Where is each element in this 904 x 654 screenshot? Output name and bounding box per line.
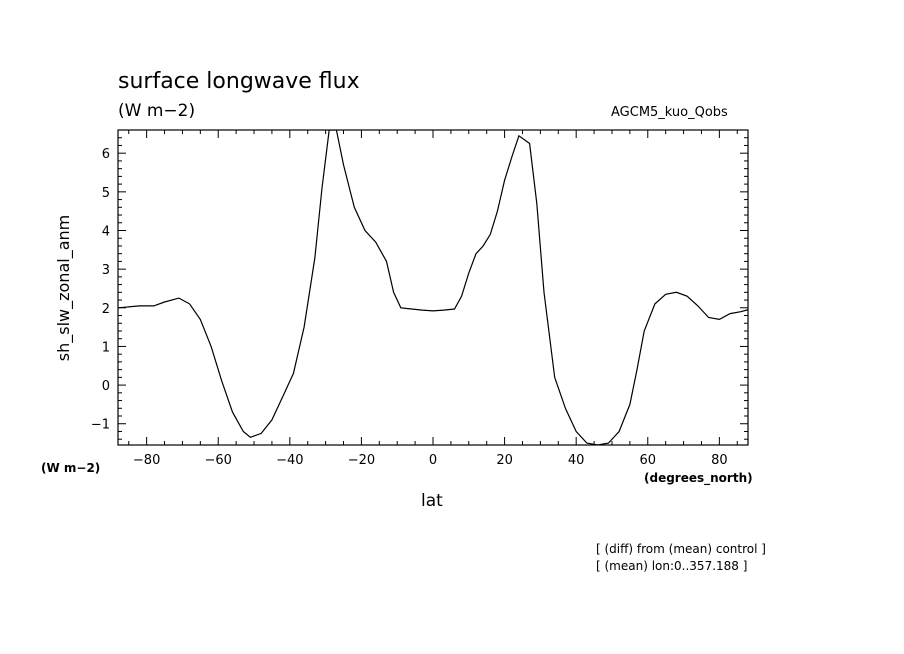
- y-tick-label: 5: [102, 186, 110, 201]
- y-tick-label: −1: [91, 418, 110, 433]
- x-axis-label: lat: [421, 491, 443, 511]
- x-tick-label: 80: [711, 453, 728, 468]
- x-tick-label: 20: [496, 453, 513, 468]
- series-line: [118, 130, 748, 445]
- chart-title: surface longwave flux: [118, 69, 360, 94]
- x-axis-units: (degrees_north): [644, 471, 753, 485]
- y-tick-label: 0: [102, 379, 110, 394]
- y-tick-label: 4: [102, 224, 110, 239]
- plot-frame: [117, 129, 749, 446]
- note-mean-lon: [ (mean) lon:0..357.188 ]: [596, 559, 748, 573]
- y-tick-label: 3: [102, 263, 110, 278]
- model-label: AGCM5_kuo_Qobs: [611, 105, 728, 120]
- y-tick-label: 1: [102, 340, 110, 355]
- y-tick-label: 6: [102, 147, 110, 162]
- y-tick-label: 2: [102, 302, 110, 317]
- x-tick-label: −80: [133, 453, 160, 468]
- y-axis-units: (W m−2): [41, 461, 101, 475]
- x-tick-label: 0: [429, 453, 437, 468]
- x-tick-label: −60: [205, 453, 232, 468]
- x-tick-label: −40: [276, 453, 303, 468]
- note-diff: [ (diff) from (mean) control ]: [596, 542, 766, 556]
- x-tick-label: 60: [639, 453, 656, 468]
- chart-units: (W m−2): [118, 101, 196, 121]
- x-tick-label: −20: [348, 453, 375, 468]
- x-tick-label: 40: [568, 453, 585, 468]
